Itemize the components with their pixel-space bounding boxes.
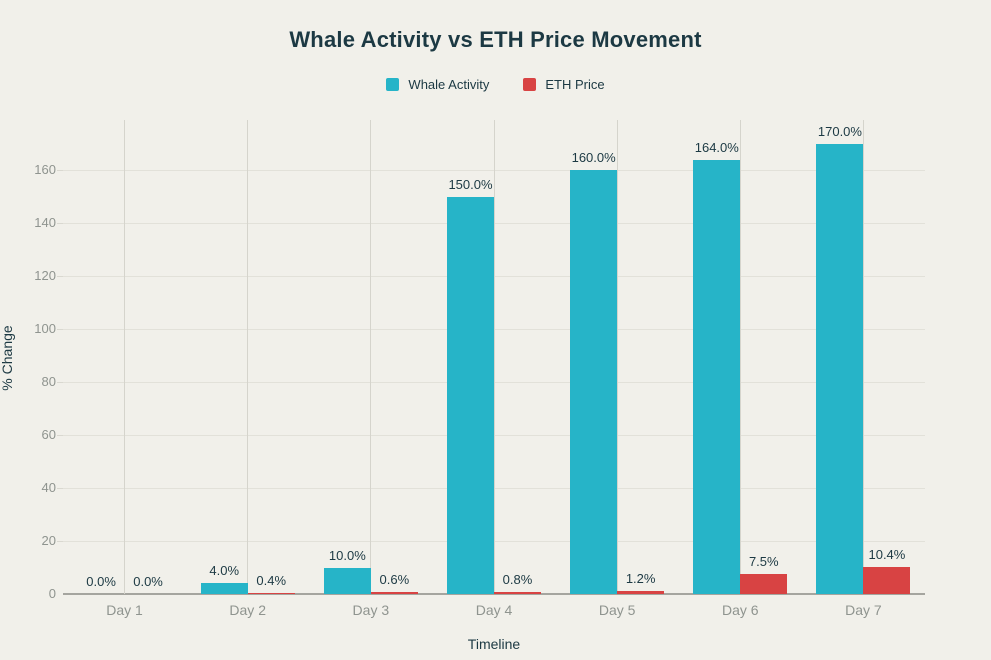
legend-swatch-eth-price (523, 78, 537, 91)
bar-eth-price-day-6 (740, 574, 788, 594)
y-tick-mark-20 (57, 540, 63, 542)
y-tick-mark-40 (57, 487, 63, 489)
bar-label-eth-price-day-5: 1.2% (625, 570, 656, 586)
y-tick-mark-120 (57, 275, 63, 277)
y-tick-mark-100 (57, 328, 63, 330)
bar-eth-price-day-3 (370, 592, 418, 594)
bar-label-whale-activity-day-4: 150.0% (448, 176, 493, 192)
x-axis-title: Timeline (467, 636, 521, 652)
y-tick-label-40: 40 (41, 480, 56, 496)
bar-label-eth-price-day-7: 10.4% (868, 546, 906, 562)
bar-label-eth-price-day-3: 0.6% (379, 572, 410, 588)
bar-eth-price-day-2 (247, 592, 295, 594)
y-axis-title: % Change (0, 325, 15, 391)
y-tick-label-80: 80 (41, 374, 56, 390)
legend-item-eth-price[interactable]: ETH Price (523, 77, 605, 92)
bar-label-eth-price-day-2: 0.4% (256, 572, 287, 588)
x-tick-label-day-1: Day 1 (106, 602, 143, 618)
legend-label: Whale Activity (408, 77, 490, 92)
x-tick-label-day-4: Day 4 (475, 602, 513, 618)
x-tick-label-day-6: Day 6 (721, 602, 759, 618)
y-tick-label-0: 0 (48, 586, 56, 601)
bar-whale-activity-day-6 (693, 159, 741, 594)
v-gridline-day-5 (616, 120, 618, 594)
bar-label-eth-price-day-6: 7.5% (748, 554, 779, 570)
y-tick-label-120: 120 (34, 268, 56, 284)
y-tick-label-20: 20 (41, 533, 56, 549)
y-tick-label-160: 160 (34, 162, 56, 178)
chart-title: Whale Activity vs ETH Price Movement (289, 27, 702, 52)
bar-label-eth-price-day-4: 0.8% (502, 571, 533, 587)
legend: Whale Activity ETH Price (0, 77, 991, 92)
y-tick-label-60: 60 (41, 427, 56, 443)
bar-whale-activity-day-4 (447, 196, 494, 594)
bar-whale-activity-day-7 (816, 143, 864, 594)
bar-whale-activity-day-2 (200, 583, 248, 594)
legend-item-whale-activity[interactable]: Whale Activity (386, 77, 489, 92)
v-gridline-day-6 (739, 120, 741, 594)
y-tick-label-140: 140 (34, 215, 56, 231)
x-axis-line (63, 593, 925, 595)
v-gridline-day-4 (493, 120, 495, 594)
bar-label-whale-activity-day-1: 0.0% (86, 574, 116, 589)
legend-swatch-whale-activity (386, 78, 400, 91)
y-tick-mark-80 (57, 381, 63, 383)
bar-whale-activity-day-3 (323, 567, 371, 594)
x-tick-label-day-7: Day 7 (845, 602, 882, 618)
v-gridline-day-1 (124, 120, 126, 594)
bar-eth-price-day-7 (863, 566, 911, 594)
v-gridline-day-2 (247, 120, 249, 594)
x-tick-label-day-2: Day 2 (229, 602, 266, 618)
bar-label-whale-activity-day-2: 4.0% (209, 563, 240, 579)
v-gridline-day-7 (862, 120, 864, 594)
bar-label-whale-activity-day-7: 170.0% (817, 123, 862, 139)
bar-eth-price-day-5 (617, 590, 665, 594)
bar-label-whale-activity-day-3: 10.0% (328, 547, 366, 563)
bar-eth-price-day-4 (494, 591, 541, 594)
bar-label-whale-activity-day-6: 164.0% (694, 139, 739, 155)
plot-area: 0.0% 4.0% 10.0% 150.0% 160.0% 164.0% 170.0% 0.0… (63, 120, 925, 595)
bar-label-eth-price-day-1: 0.0% (133, 574, 163, 589)
x-tick-label-day-5: Day 5 (598, 602, 636, 618)
y-tick-mark-140 (57, 222, 63, 224)
y-tick-mark-60 (57, 434, 63, 436)
v-gridline-day-3 (370, 120, 372, 594)
x-tick-label-day-3: Day 3 (352, 602, 390, 618)
y-tick-label-100: 100 (34, 321, 56, 337)
bar-whale-activity-day-5 (570, 170, 618, 594)
bar-label-whale-activity-day-5: 160.0% (571, 150, 616, 166)
y-tick-mark-160 (57, 169, 63, 171)
legend-label: ETH Price (545, 77, 605, 92)
